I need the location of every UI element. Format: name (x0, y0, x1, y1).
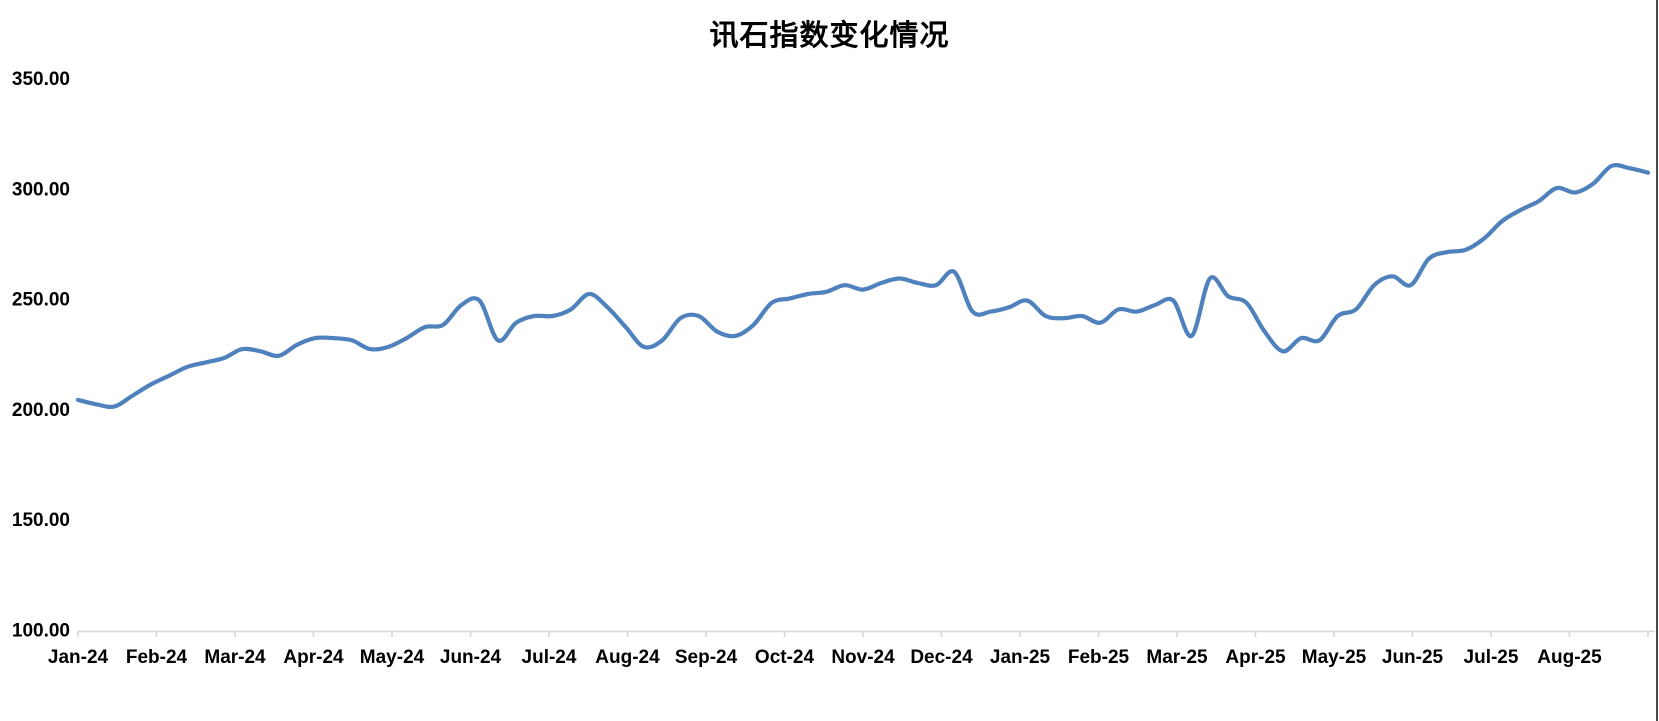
x-axis-tick-label: Jun-25 (1382, 647, 1444, 668)
x-axis-tick-label: Jul-25 (1464, 647, 1519, 668)
x-axis-tick-label: Dec-24 (910, 647, 973, 668)
x-axis-tick-label: Apr-24 (283, 647, 344, 668)
x-axis-tick-label: Feb-24 (126, 647, 188, 668)
x-axis-tick-label: Jul-24 (522, 647, 577, 668)
x-axis-tick-label: Mar-24 (204, 647, 266, 668)
x-axis-tick-label: Sep-24 (675, 647, 738, 668)
y-axis-tick-label: 100.00 (12, 621, 70, 642)
index-series-line (75, 163, 1651, 410)
x-axis-tick-label: Jan-24 (48, 647, 109, 668)
y-axis-tick-label: 150.00 (12, 510, 70, 531)
x-axis-tick-label: Oct-24 (755, 647, 815, 668)
chart-title: 讯石指数变化情况 (709, 20, 950, 52)
x-axis-tick-label: Aug-24 (595, 647, 660, 668)
y-axis-tick-label: 250.00 (12, 290, 70, 311)
x-axis-tick-label: Nov-24 (831, 647, 895, 668)
right-border-line (1656, 0, 1658, 721)
y-axis-tick-label: 200.00 (12, 400, 70, 421)
y-axis-tick-label: 350.00 (12, 69, 70, 90)
x-axis-tick-label: May-25 (1302, 647, 1367, 668)
x-axis-tick-label: Apr-25 (1225, 647, 1286, 668)
x-axis-tick-label: Mar-25 (1146, 647, 1208, 668)
x-axis-tick-label: Jan-25 (990, 647, 1051, 668)
x-axis-tick-label: Aug-25 (1537, 647, 1602, 668)
x-axis-tick-label: May-24 (360, 647, 425, 668)
x-axis-tick-label: Jun-24 (440, 647, 502, 668)
x-axis-tick-label: Feb-25 (1068, 647, 1130, 668)
y-axis-tick-label: 300.00 (12, 179, 70, 200)
